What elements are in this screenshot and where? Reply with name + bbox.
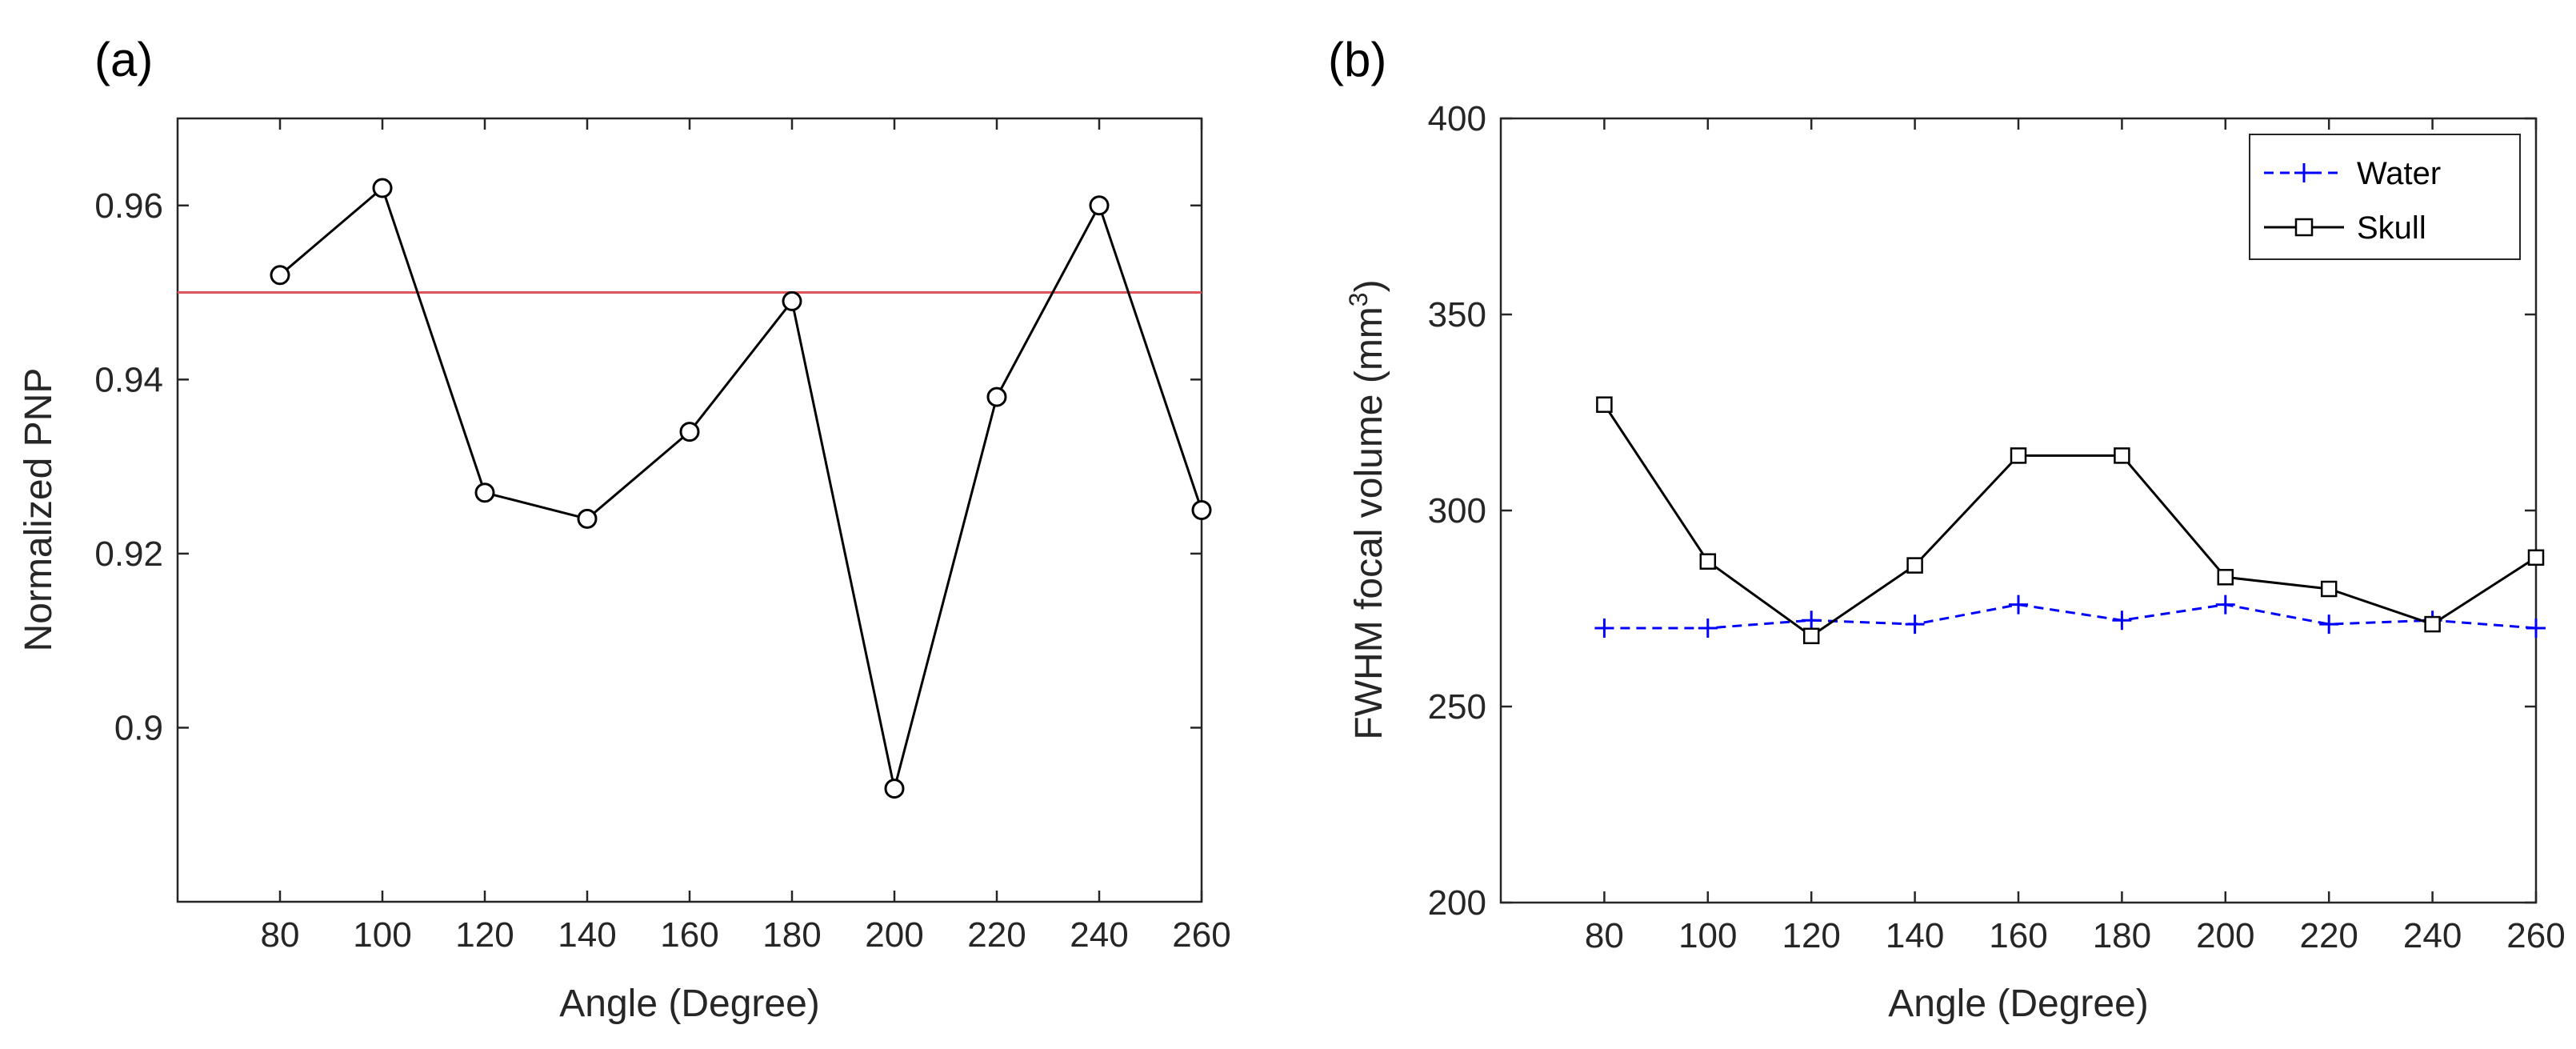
x-tick-label: 180: [762, 915, 821, 955]
legend-label-skull: Skull: [2357, 210, 2426, 246]
y-tick-label: 300: [1428, 491, 1486, 531]
x-tick-label: 140: [1886, 916, 1944, 955]
x-tick-label: 140: [558, 915, 616, 955]
x-axis-label-a: Angle (Degree): [559, 983, 820, 1025]
data-point-skull: [2320, 580, 2338, 598]
marks-a: [178, 178, 1212, 799]
data-point-water: [2215, 595, 2235, 615]
x-tick-label: 100: [353, 915, 411, 955]
data-point-series-0: [782, 290, 802, 311]
legend-marker-skull: [2294, 218, 2314, 237]
data-point-skull: [1596, 396, 1613, 413]
x-tick-label: 220: [2299, 916, 2358, 955]
data-point-series-0: [679, 422, 700, 442]
data-point-series-0: [577, 508, 598, 529]
ticks-a: 80 100 120 140 160 180 200 220 240 260 0.9 0.92 0.94…: [94, 118, 1231, 955]
series-line-skull: [1603, 403, 2537, 638]
legend-item-water: Water: [2264, 156, 2441, 191]
data-point-skull: [1699, 553, 1717, 570]
legend-item-skull: Skull: [2264, 210, 2426, 246]
x-tick-label: 160: [1989, 916, 2047, 955]
y-tick-label: 200: [1428, 883, 1486, 923]
data-point-skull: [1906, 557, 1923, 574]
x-tick-label: 80: [1585, 916, 1624, 955]
panel-label-b: (b): [1328, 33, 1386, 86]
y-axis-label-a: Normalized PNP: [18, 368, 60, 652]
y-axis-label-b-sup: 3: [1344, 292, 1373, 306]
y-axis-label-b-end: ): [1348, 279, 1390, 292]
y-tick-label: 0.9: [114, 708, 163, 747]
x-tick-label: 200: [2196, 916, 2254, 955]
legend: Water Skull: [2249, 134, 2521, 260]
data-point-water: [2526, 619, 2546, 638]
x-tick-label: 100: [1678, 916, 1737, 955]
data-point-skull: [2217, 569, 2234, 586]
y-axis-label-b: FWHM focal volume (mm3): [1344, 279, 1390, 739]
x-tick-label: 80: [261, 915, 300, 955]
chart-panel-a: (a) 80 100 120 140 160 180 200 220 240 260 0.9 0.92…: [18, 33, 1231, 1025]
data-point-water: [1802, 611, 1822, 631]
x-tick-label: 200: [865, 915, 923, 955]
data-point-series-0: [372, 178, 393, 198]
legend-box: [2249, 134, 2521, 260]
y-axis-label-b-main: FWHM focal volume (mm: [1348, 306, 1390, 739]
y-tick-label: 250: [1428, 687, 1486, 727]
x-axis-label-b: Angle (Degree): [1888, 983, 2149, 1025]
marks-b: [1594, 396, 2546, 645]
data-point-water: [2009, 595, 2028, 615]
y-tick-label: 0.96: [94, 186, 163, 226]
data-point-water: [1594, 619, 1614, 638]
data-point-water: [1698, 619, 1718, 638]
series-line-series-0: [279, 186, 1203, 789]
legend-label-water: Water: [2357, 156, 2441, 191]
series-line-water: [1604, 603, 2537, 630]
data-point-series-0: [1089, 195, 1110, 216]
x-tick-label: 240: [2403, 916, 2462, 955]
y-tick-label: 0.92: [94, 535, 163, 574]
data-point-water: [1905, 615, 1925, 635]
data-point-series-0: [474, 482, 495, 503]
x-tick-label: 260: [2506, 916, 2565, 955]
data-point-skull: [2114, 447, 2130, 464]
data-point-skull: [2527, 549, 2545, 567]
legend-marker-water: [2294, 163, 2314, 182]
data-point-series-0: [986, 386, 1007, 407]
data-point-skull: [1802, 627, 1820, 645]
data-point-water: [2319, 615, 2339, 635]
x-tick-label: 220: [967, 915, 1026, 955]
x-tick-label: 260: [1172, 915, 1230, 955]
data-point-skull: [2424, 615, 2441, 633]
x-tick-label: 160: [660, 915, 718, 955]
data-point-skull: [2010, 447, 2027, 464]
data-point-series-0: [270, 265, 290, 286]
y-tick-label: 0.94: [94, 360, 163, 399]
x-tick-label: 240: [1070, 915, 1128, 955]
y-tick-label: 350: [1428, 295, 1486, 334]
data-point-water: [2112, 611, 2132, 631]
chart-panel-b: (b) 80 100 120 140 160 180 200 220 240 260 200 250 3…: [1328, 33, 2566, 1025]
x-tick-label: 180: [2093, 916, 2151, 955]
panel-label-a: (a): [94, 33, 153, 86]
data-point-series-0: [1191, 500, 1212, 520]
x-tick-label: 120: [1782, 916, 1840, 955]
x-tick-label: 120: [455, 915, 514, 955]
data-point-series-0: [884, 779, 905, 799]
y-tick-label: 400: [1428, 99, 1486, 138]
ticks-b: 80 100 120 140 160 180 200 220 240 260 200 250 300 35…: [1428, 99, 2566, 955]
plot-area-a: [176, 117, 1203, 903]
